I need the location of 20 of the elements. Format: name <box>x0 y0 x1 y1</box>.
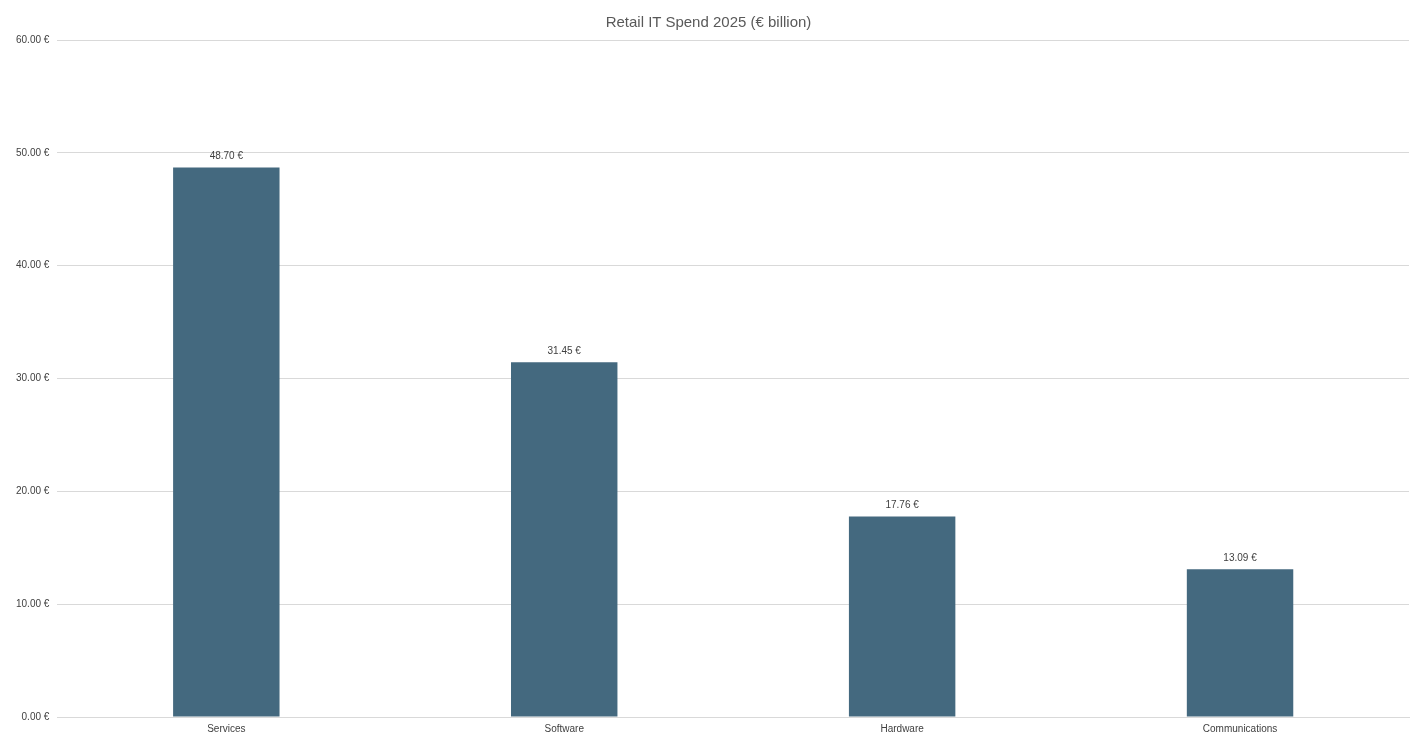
y-tick-label: 10.00 € <box>15 597 50 609</box>
x-tick-label: Communications <box>1202 722 1278 734</box>
y-tick-label: 30.00 € <box>15 372 50 384</box>
data-label: 13.09 € <box>1223 552 1258 564</box>
y-tick-label: 60.00 € <box>15 33 50 45</box>
bar <box>848 516 956 717</box>
data-label: 48.70 € <box>209 150 244 162</box>
y-tick-label: 0.00 € <box>21 710 50 722</box>
data-label: 17.76 € <box>885 499 920 511</box>
x-tick-label: Software <box>544 722 585 734</box>
bar <box>1186 569 1294 717</box>
chart-title: Retail IT Spend 2025 (€ billion) <box>605 13 812 31</box>
y-tick-label: 40.00 € <box>15 259 50 271</box>
y-tick-label: 50.00 € <box>15 146 50 158</box>
x-tick-label: Hardware <box>880 722 925 734</box>
bar <box>173 167 280 717</box>
y-tick-label: 20.00 € <box>15 485 50 497</box>
data-label: 31.45 € <box>547 344 582 356</box>
bar <box>511 362 618 717</box>
x-tick-label: Services <box>207 722 246 734</box>
